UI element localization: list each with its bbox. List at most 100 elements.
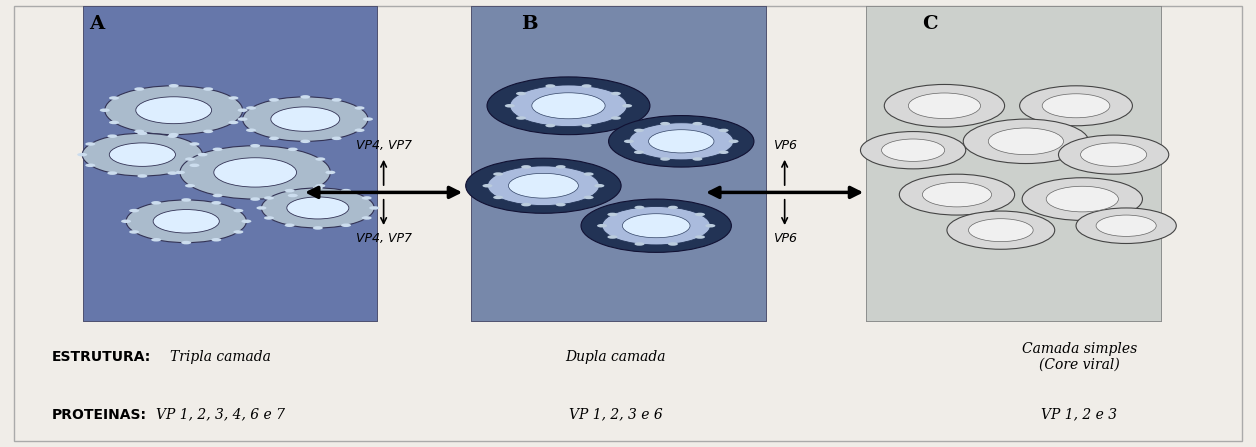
- Circle shape: [315, 157, 325, 161]
- Bar: [471, 6, 766, 321]
- Circle shape: [134, 87, 144, 91]
- Circle shape: [509, 173, 578, 198]
- Circle shape: [332, 137, 342, 140]
- Circle shape: [1059, 135, 1169, 174]
- Circle shape: [482, 184, 492, 188]
- Text: VP4, VP7: VP4, VP7: [355, 232, 412, 245]
- Circle shape: [584, 196, 594, 199]
- Circle shape: [175, 171, 185, 174]
- Circle shape: [622, 104, 632, 108]
- Circle shape: [1020, 86, 1133, 126]
- Text: Camada simples
(Core viral): Camada simples (Core viral): [1021, 342, 1137, 372]
- Text: PROTEINAS:: PROTEINAS:: [51, 408, 147, 422]
- Circle shape: [695, 235, 705, 239]
- Circle shape: [602, 207, 711, 245]
- Circle shape: [212, 148, 222, 151]
- Circle shape: [237, 117, 247, 121]
- Circle shape: [362, 216, 372, 220]
- Circle shape: [466, 158, 622, 213]
- Circle shape: [271, 107, 340, 131]
- Circle shape: [269, 137, 279, 140]
- Circle shape: [718, 151, 728, 154]
- Circle shape: [555, 203, 565, 207]
- Circle shape: [608, 235, 618, 239]
- Circle shape: [237, 109, 247, 112]
- Circle shape: [692, 122, 702, 126]
- Text: B: B: [521, 15, 538, 33]
- Text: ESTRUTURA:: ESTRUTURA:: [51, 350, 151, 364]
- Circle shape: [288, 148, 298, 151]
- Circle shape: [505, 104, 515, 108]
- Circle shape: [1080, 143, 1147, 166]
- Circle shape: [487, 77, 649, 135]
- Circle shape: [695, 213, 705, 216]
- Circle shape: [882, 139, 945, 161]
- Circle shape: [342, 224, 350, 227]
- Circle shape: [241, 219, 251, 223]
- Circle shape: [242, 97, 368, 141]
- Circle shape: [203, 130, 214, 133]
- Circle shape: [1042, 94, 1110, 118]
- Circle shape: [168, 84, 178, 88]
- Text: Tripla camada: Tripla camada: [171, 350, 271, 364]
- Circle shape: [153, 210, 220, 233]
- Circle shape: [300, 139, 310, 143]
- Circle shape: [99, 109, 109, 112]
- Circle shape: [609, 116, 754, 167]
- Circle shape: [285, 224, 295, 227]
- Circle shape: [211, 238, 221, 241]
- Text: VP 1, 2, 3, 4, 6 e 7: VP 1, 2, 3, 4, 6 e 7: [156, 408, 285, 422]
- Circle shape: [947, 211, 1055, 249]
- FancyBboxPatch shape: [14, 6, 1242, 441]
- Circle shape: [531, 93, 605, 119]
- Circle shape: [610, 116, 620, 120]
- Text: VP6: VP6: [772, 139, 796, 152]
- Circle shape: [354, 106, 364, 110]
- Circle shape: [582, 84, 592, 88]
- Circle shape: [1046, 186, 1118, 212]
- Circle shape: [325, 171, 335, 174]
- Circle shape: [494, 196, 504, 199]
- Circle shape: [85, 164, 95, 167]
- Circle shape: [494, 172, 504, 176]
- Circle shape: [203, 87, 214, 91]
- Circle shape: [109, 96, 119, 100]
- Circle shape: [136, 97, 211, 124]
- Circle shape: [185, 184, 195, 188]
- Circle shape: [190, 142, 200, 146]
- Circle shape: [988, 128, 1064, 155]
- Circle shape: [545, 124, 555, 127]
- Circle shape: [256, 206, 266, 210]
- Circle shape: [1076, 208, 1177, 244]
- Circle shape: [234, 230, 244, 234]
- Circle shape: [922, 182, 991, 207]
- Circle shape: [313, 226, 323, 230]
- Text: VP 1, 2, 3 e 6: VP 1, 2, 3 e 6: [569, 408, 662, 422]
- Circle shape: [315, 184, 325, 188]
- Circle shape: [354, 128, 364, 132]
- Circle shape: [597, 224, 607, 228]
- Circle shape: [137, 131, 147, 135]
- Circle shape: [661, 122, 671, 126]
- Circle shape: [168, 133, 178, 136]
- Text: A: A: [89, 15, 104, 33]
- Circle shape: [77, 153, 87, 156]
- Circle shape: [167, 135, 177, 138]
- Circle shape: [211, 201, 221, 205]
- Circle shape: [363, 117, 373, 121]
- Circle shape: [860, 131, 966, 169]
- Circle shape: [229, 96, 239, 100]
- Circle shape: [313, 186, 323, 190]
- Circle shape: [963, 119, 1089, 164]
- Circle shape: [516, 92, 526, 95]
- Circle shape: [121, 219, 131, 223]
- Circle shape: [137, 174, 147, 178]
- Circle shape: [129, 230, 139, 234]
- Circle shape: [1022, 178, 1143, 220]
- Text: Dupla camada: Dupla camada: [565, 350, 666, 364]
- Circle shape: [126, 200, 246, 243]
- Circle shape: [250, 197, 260, 201]
- Circle shape: [109, 121, 119, 124]
- Circle shape: [269, 98, 279, 101]
- Circle shape: [286, 197, 349, 219]
